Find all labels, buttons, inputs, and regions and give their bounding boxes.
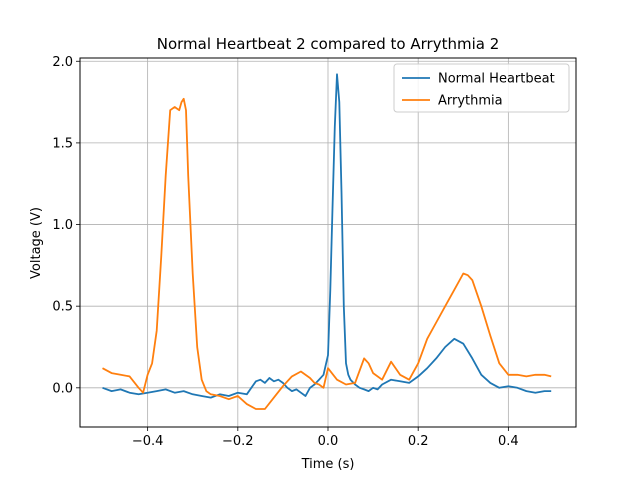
legend: Normal Heartbeat Arrythmia [393, 63, 570, 113]
x-axis-label: Time (s) [301, 457, 355, 472]
x-tick-label: 0.0 [318, 434, 339, 449]
y-tick-label: 2.0 [52, 55, 73, 70]
legend-label: Normal Heartbeat [438, 72, 555, 87]
series-line-normal-heartbeat [102, 73, 552, 399]
series-layer [102, 73, 552, 410]
x-axis: −0.4 −0.2 0.0 0.2 0.4 [132, 427, 519, 449]
grid [80, 58, 576, 427]
y-tick-label: 1.5 [52, 136, 73, 151]
x-tick-label: 0.4 [498, 434, 519, 449]
legend-box [393, 63, 570, 113]
chart-title: Normal Heartbeat 2 compared to Arrythmia… [157, 35, 500, 53]
x-tick-label: −0.4 [132, 434, 164, 449]
series-line-arrythmia [102, 97, 552, 410]
y-axis: 0.0 0.5 1.0 1.5 2.0 [52, 55, 80, 396]
x-tick-label: 0.2 [408, 434, 429, 449]
legend-label: Arrythmia [438, 94, 503, 109]
y-tick-label: 1.0 [52, 218, 73, 233]
y-tick-label: 0.0 [52, 381, 73, 396]
y-tick-label: 0.5 [52, 300, 73, 315]
y-axis-label: Voltage (V) [29, 207, 44, 279]
x-tick-label: −0.2 [222, 434, 254, 449]
